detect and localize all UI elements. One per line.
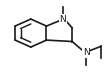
Text: N: N bbox=[83, 48, 89, 57]
Text: N: N bbox=[59, 15, 66, 24]
